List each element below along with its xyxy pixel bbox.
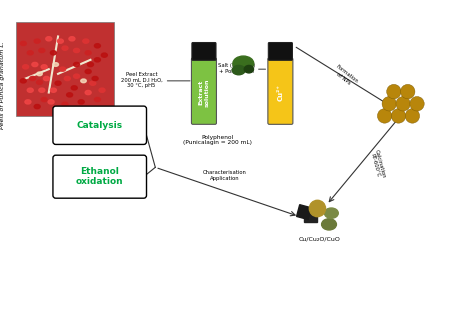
Text: Calcination
RT-600°C: Calcination RT-600°C xyxy=(369,149,387,181)
Text: Characterisation
Application: Characterisation Application xyxy=(203,170,247,181)
Ellipse shape xyxy=(83,39,89,43)
Ellipse shape xyxy=(36,72,42,76)
FancyBboxPatch shape xyxy=(16,22,114,116)
Ellipse shape xyxy=(101,53,108,57)
Ellipse shape xyxy=(36,80,43,84)
Ellipse shape xyxy=(92,77,98,81)
Ellipse shape xyxy=(78,100,84,104)
Ellipse shape xyxy=(20,41,26,46)
Circle shape xyxy=(310,200,326,217)
Ellipse shape xyxy=(94,44,100,48)
Ellipse shape xyxy=(94,97,100,102)
Ellipse shape xyxy=(94,58,100,62)
Text: Peel Extract
200 mL D.I H₂O,
30 °C, pH5: Peel Extract 200 mL D.I H₂O, 30 °C, pH5 xyxy=(120,72,162,88)
Ellipse shape xyxy=(50,88,56,92)
Ellipse shape xyxy=(23,65,28,69)
Ellipse shape xyxy=(34,39,40,43)
Ellipse shape xyxy=(55,81,61,85)
Bar xyxy=(303,209,318,222)
Ellipse shape xyxy=(50,51,56,55)
Text: Cu²⁺: Cu²⁺ xyxy=(277,84,283,101)
Ellipse shape xyxy=(53,63,58,66)
Ellipse shape xyxy=(27,88,33,92)
Ellipse shape xyxy=(324,208,338,218)
Ellipse shape xyxy=(48,100,54,104)
Ellipse shape xyxy=(27,51,33,55)
Circle shape xyxy=(401,84,415,99)
Ellipse shape xyxy=(233,56,254,71)
Ellipse shape xyxy=(73,62,80,67)
FancyBboxPatch shape xyxy=(192,43,216,60)
Ellipse shape xyxy=(85,51,91,55)
FancyBboxPatch shape xyxy=(191,58,217,124)
Ellipse shape xyxy=(71,86,77,90)
Ellipse shape xyxy=(32,62,38,67)
Circle shape xyxy=(387,84,401,99)
Text: Cu/Cu₂O/CuO: Cu/Cu₂O/CuO xyxy=(299,237,341,242)
Ellipse shape xyxy=(64,77,70,81)
Text: Polyphenol
(Punicalagin = 200 mL): Polyphenol (Punicalagin = 200 mL) xyxy=(183,135,252,146)
Ellipse shape xyxy=(41,97,47,102)
Circle shape xyxy=(382,96,396,111)
Ellipse shape xyxy=(20,79,26,83)
FancyBboxPatch shape xyxy=(53,106,146,145)
Bar xyxy=(297,205,311,219)
Circle shape xyxy=(410,96,424,111)
Ellipse shape xyxy=(44,77,49,81)
Ellipse shape xyxy=(81,79,86,83)
Ellipse shape xyxy=(62,46,68,50)
Ellipse shape xyxy=(39,88,45,92)
Text: Salt (8g each)
+ Polyphenol: Salt (8g each) + Polyphenol xyxy=(218,63,255,74)
Circle shape xyxy=(377,109,392,123)
Ellipse shape xyxy=(39,49,45,52)
Circle shape xyxy=(396,96,410,111)
Text: Extract
solution: Extract solution xyxy=(199,78,210,107)
Text: Ethanol
oxidation: Ethanol oxidation xyxy=(76,167,124,186)
Ellipse shape xyxy=(85,90,91,95)
Ellipse shape xyxy=(69,37,75,41)
Ellipse shape xyxy=(25,100,31,104)
Ellipse shape xyxy=(62,102,68,106)
Ellipse shape xyxy=(232,65,245,75)
Ellipse shape xyxy=(67,93,73,97)
Ellipse shape xyxy=(244,65,254,73)
Text: Formation
of NPs: Formation of NPs xyxy=(331,64,359,89)
Ellipse shape xyxy=(90,81,96,85)
Text: Catalysis: Catalysis xyxy=(77,121,123,130)
Circle shape xyxy=(392,109,406,123)
Ellipse shape xyxy=(99,88,105,92)
FancyBboxPatch shape xyxy=(53,155,146,198)
FancyBboxPatch shape xyxy=(268,43,292,60)
Ellipse shape xyxy=(73,49,80,52)
Text: Peels of Punica granatum L.: Peels of Punica granatum L. xyxy=(0,42,5,129)
Ellipse shape xyxy=(34,105,40,109)
Circle shape xyxy=(405,109,419,123)
Ellipse shape xyxy=(41,65,47,69)
FancyBboxPatch shape xyxy=(268,58,293,124)
Ellipse shape xyxy=(46,37,52,41)
Ellipse shape xyxy=(73,74,80,78)
Ellipse shape xyxy=(60,67,66,71)
Ellipse shape xyxy=(321,219,337,230)
Ellipse shape xyxy=(85,69,91,74)
Ellipse shape xyxy=(57,39,64,43)
Ellipse shape xyxy=(29,77,36,81)
Ellipse shape xyxy=(87,62,93,67)
